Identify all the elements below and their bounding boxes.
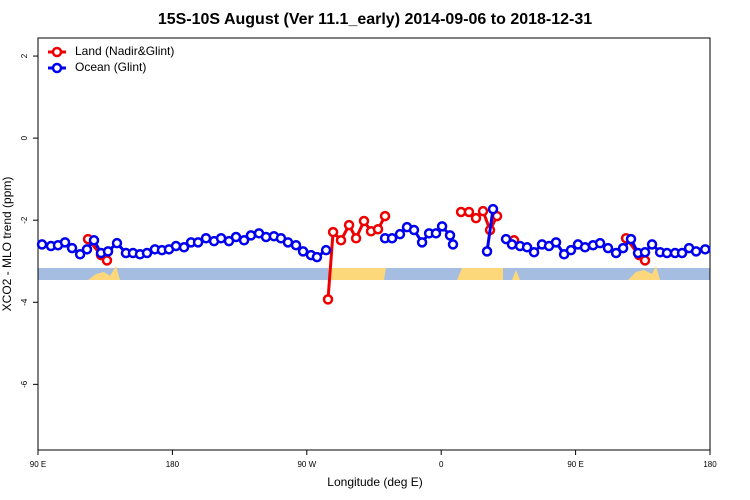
data-point xyxy=(245,230,257,241)
land-ocean-strip xyxy=(38,266,710,280)
legend-marker xyxy=(51,46,63,58)
y-axis-label: XCO2 - MLO trend (ppm) xyxy=(0,177,14,312)
data-point xyxy=(506,239,518,250)
data-point xyxy=(699,244,711,255)
legend-label: Land (Nadir&Glint) xyxy=(75,44,174,58)
data-point xyxy=(59,237,71,248)
data-point xyxy=(550,237,562,248)
data-point xyxy=(436,221,448,232)
data-point xyxy=(36,239,48,250)
data-point xyxy=(444,230,456,241)
data-point xyxy=(170,240,182,252)
data-point xyxy=(66,242,78,254)
data-point xyxy=(350,233,362,244)
data-point xyxy=(646,239,658,250)
data-point xyxy=(639,255,651,266)
data-point xyxy=(481,246,493,257)
data-point xyxy=(101,255,113,266)
data-point xyxy=(358,215,370,227)
data-point xyxy=(528,246,540,258)
data-point xyxy=(111,237,123,249)
data-point xyxy=(88,235,100,246)
legend-marker xyxy=(51,62,63,74)
data-point xyxy=(372,223,384,235)
x-tick-label: 90 E xyxy=(567,460,583,469)
data-point xyxy=(661,247,673,259)
data-point xyxy=(379,210,391,222)
data-point xyxy=(335,235,347,246)
chart-title: 15S-10S August (Ver 11.1_early) 2014-09-… xyxy=(158,11,592,28)
data-point xyxy=(178,242,190,253)
data-point xyxy=(447,239,459,250)
x-axis-label: Longitude (deg E) xyxy=(327,475,422,489)
data-point xyxy=(343,219,355,231)
x-tick-label: 180 xyxy=(703,460,717,469)
data-point xyxy=(311,251,323,263)
data-point xyxy=(690,246,702,257)
data-point xyxy=(617,242,629,254)
land-strip xyxy=(328,268,386,280)
data-point xyxy=(386,233,398,244)
data-point xyxy=(230,231,242,243)
data-point xyxy=(487,203,499,215)
data-point xyxy=(282,237,294,248)
data-point xyxy=(81,244,93,255)
data-point xyxy=(470,212,482,224)
data-point xyxy=(602,242,614,254)
x-tick-label: 0 xyxy=(439,460,444,469)
y-tick-label: -2 xyxy=(20,216,29,224)
data-point xyxy=(200,233,212,244)
land-strip xyxy=(512,270,520,280)
data-point xyxy=(610,247,622,259)
data-point xyxy=(192,237,204,248)
y-tick-label: 2 xyxy=(20,53,29,58)
data-point xyxy=(416,237,428,248)
data-point xyxy=(579,242,591,253)
data-point xyxy=(676,247,688,259)
data-point xyxy=(521,242,533,253)
data-point xyxy=(297,246,309,257)
data-point xyxy=(290,239,302,251)
y-tick-label: -4 xyxy=(20,298,29,306)
data-point xyxy=(408,224,420,236)
data-point xyxy=(463,206,475,218)
data-point xyxy=(141,247,153,259)
data-point xyxy=(320,244,332,256)
data-point xyxy=(102,246,114,257)
x-tick-label: 180 xyxy=(166,460,180,469)
y-tick-label: -6 xyxy=(20,380,29,388)
land-strip xyxy=(88,266,120,280)
land-strip xyxy=(628,266,660,280)
data-point xyxy=(477,205,489,217)
legend-label: Ocean (Glint) xyxy=(75,60,146,74)
data-point xyxy=(430,228,442,239)
x-tick-label: 90 E xyxy=(30,460,46,469)
land-strip xyxy=(457,268,503,280)
data-point xyxy=(327,226,339,238)
data-point xyxy=(565,244,577,256)
data-point xyxy=(594,237,606,249)
data-point xyxy=(394,228,406,240)
y-tick-label: 0 xyxy=(20,135,29,140)
data-point xyxy=(625,233,637,245)
data-point xyxy=(322,294,334,305)
data-point xyxy=(238,235,250,246)
data-point xyxy=(74,249,86,260)
x-tick-label: 90 W xyxy=(297,460,316,469)
data-point xyxy=(639,246,651,258)
